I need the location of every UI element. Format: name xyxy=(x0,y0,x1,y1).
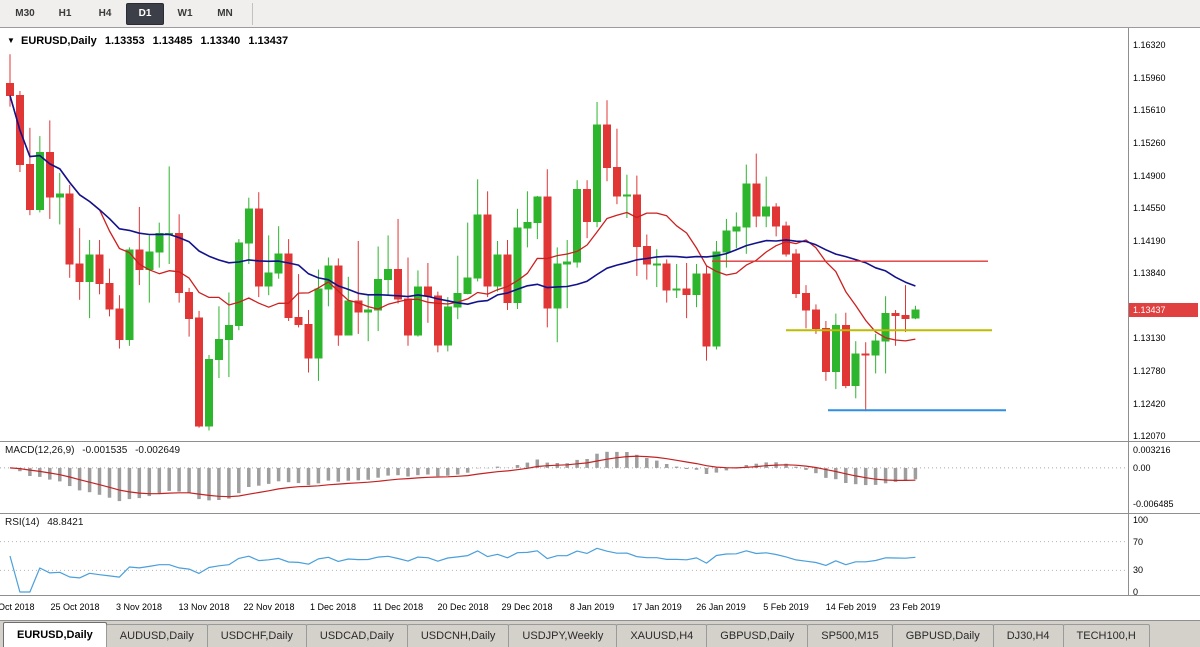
price-axis-label: 1.15960 xyxy=(1133,73,1166,83)
rsi-axis-label: 100 xyxy=(1133,515,1149,525)
date-axis-label: 23 Feb 2019 xyxy=(889,602,941,612)
macd-name: MACD(12,26,9) xyxy=(5,445,75,456)
panel-separator-dates xyxy=(0,595,1200,596)
price-axis-label: 1.15610 xyxy=(1133,105,1166,115)
timeframe-button-mn[interactable]: MN xyxy=(217,8,233,19)
chart-tab-usdchf-daily[interactable]: USDCHF,Daily xyxy=(206,624,307,647)
ohlc-open: 1.13353 xyxy=(104,35,145,47)
chart-symbol-dropdown-icon[interactable]: ▼ xyxy=(7,36,15,45)
panel-separator-rsi[interactable] xyxy=(0,513,1200,514)
panel-separator-macd[interactable] xyxy=(0,441,1200,442)
macd-axis-label: -0.006485 xyxy=(1133,499,1174,509)
price-axis-label: 1.14190 xyxy=(1133,236,1166,246)
price-axis-separator xyxy=(1128,28,1129,596)
price-axis-label: 1.12420 xyxy=(1133,399,1166,409)
chart-symbol-label: EURUSD,Daily xyxy=(20,35,97,47)
price-chart-canvas[interactable] xyxy=(0,28,1200,441)
date-axis-label: 8 Jan 2019 xyxy=(569,602,615,612)
date-axis-label: 25 Oct 2018 xyxy=(50,602,100,612)
chart-tab-sp500-m15[interactable]: SP500,M15 xyxy=(807,624,893,647)
timeframe-toolbar: M30 H1 H4 D1 W1 MN xyxy=(0,0,1200,28)
rsi-axis-label: 30 xyxy=(1133,565,1144,575)
price-axis-label: 1.13840 xyxy=(1133,268,1166,278)
date-axis-label: 11 Dec 2018 xyxy=(372,602,424,612)
timeframe-button-d1[interactable]: D1 xyxy=(126,2,164,25)
chart-tab-bar: EURUSD,Daily AUDUSD,Daily USDCHF,Daily USDC… xyxy=(0,620,1200,647)
date-axis-label: 5 Feb 2019 xyxy=(763,602,809,612)
chart-tab-gbpusd-daily[interactable]: GBPUSD,Daily xyxy=(706,624,809,647)
price-axis-label: 1.12780 xyxy=(1133,366,1166,376)
macd-value-signal: -0.002649 xyxy=(135,445,181,456)
date-axis-label: 20 Dec 2018 xyxy=(437,602,489,612)
chart-tab-gbpusd-daily[interactable]: GBPUSD,Daily xyxy=(891,624,994,647)
macd-value-main: -0.001535 xyxy=(82,445,128,456)
price-axis-label: 1.15260 xyxy=(1133,138,1166,148)
price-axis-label: 1.14900 xyxy=(1133,171,1166,181)
date-axis[interactable]: 16 Oct 2018 25 Oct 2018 3 Nov 2018 13 Nov 2… xyxy=(0,596,1128,620)
rsi-panel-canvas[interactable] xyxy=(0,514,1200,595)
price-axis-label: 1.13130 xyxy=(1133,333,1166,343)
toolbar-separator xyxy=(252,2,253,25)
timeframe-buttons: M30 H1 H4 D1 W1 MN xyxy=(0,2,244,25)
price-axis[interactable]: 1.13437 1.16320 1.15960 1.15610 1.15260 1.14… xyxy=(1128,28,1200,597)
date-axis-label: 3 Nov 2018 xyxy=(115,602,163,612)
chart-tab-usdcad-daily[interactable]: USDCAD,Daily xyxy=(305,624,408,647)
timeframe-button-m30[interactable]: M30 xyxy=(15,8,35,19)
chart-tab-audusd-daily[interactable]: AUDUSD,Daily xyxy=(105,624,208,647)
chart-tab-tech100-h[interactable]: TECH100,H xyxy=(1062,624,1150,647)
current-price-tag: 1.13437 xyxy=(1129,303,1198,317)
ohlc-high: 1.13485 xyxy=(152,35,193,47)
chart-tab-xauusd-h4[interactable]: XAUUSD,H4 xyxy=(616,624,708,647)
chart-workspace: ▼ EURUSD,Daily 1.13353 1.13485 1.13340 1… xyxy=(0,28,1200,620)
rsi-axis-label: 0 xyxy=(1133,587,1139,597)
date-axis-label: 29 Dec 2018 xyxy=(501,602,553,612)
price-axis-label: 1.12070 xyxy=(1133,431,1166,441)
date-axis-label: 13 Nov 2018 xyxy=(178,602,230,612)
chart-tab-eurusd-daily[interactable]: EURUSD,Daily xyxy=(3,622,107,647)
date-axis-label: 14 Feb 2019 xyxy=(825,602,877,612)
chart-tab-usdjpy-weekly[interactable]: USDJPY,Weekly xyxy=(508,624,618,647)
ohlc-close: 1.13437 xyxy=(248,35,289,47)
date-axis-label: 26 Jan 2019 xyxy=(696,602,746,612)
date-axis-label: 1 Dec 2018 xyxy=(309,602,357,612)
rsi-axis-label: 70 xyxy=(1133,537,1144,547)
rsi-name: RSI(14) xyxy=(5,517,40,528)
rsi-indicator-label: RSI(14) 48.8421 xyxy=(5,517,88,528)
chart-tab-usdcnh-daily[interactable]: USDCNH,Daily xyxy=(406,624,510,647)
rsi-value: 48.8421 xyxy=(47,517,84,528)
macd-indicator-label: MACD(12,26,9) -0.001535 -0.002649 xyxy=(5,445,185,456)
ohlc-low: 1.13340 xyxy=(200,35,241,47)
date-axis-label: 22 Nov 2018 xyxy=(243,602,295,612)
macd-axis-label: 0.00 xyxy=(1133,463,1151,473)
macd-panel-canvas[interactable] xyxy=(0,442,1200,513)
chart-title: ▼ EURUSD,Daily 1.13353 1.13485 1.13340 1… xyxy=(7,35,293,47)
price-axis-label: 1.16320 xyxy=(1133,40,1166,50)
price-axis-label: 1.14550 xyxy=(1133,203,1166,213)
macd-axis-label: 0.003216 xyxy=(1133,445,1171,455)
date-axis-label: 17 Jan 2019 xyxy=(632,602,682,612)
timeframe-button-h1[interactable]: H1 xyxy=(58,8,72,19)
timeframe-button-h4[interactable]: H4 xyxy=(98,8,112,19)
timeframe-button-w1[interactable]: W1 xyxy=(177,8,193,19)
date-axis-label: 16 Oct 2018 xyxy=(0,602,35,612)
chart-tab-dj30-h4[interactable]: DJ30,H4 xyxy=(992,624,1064,647)
